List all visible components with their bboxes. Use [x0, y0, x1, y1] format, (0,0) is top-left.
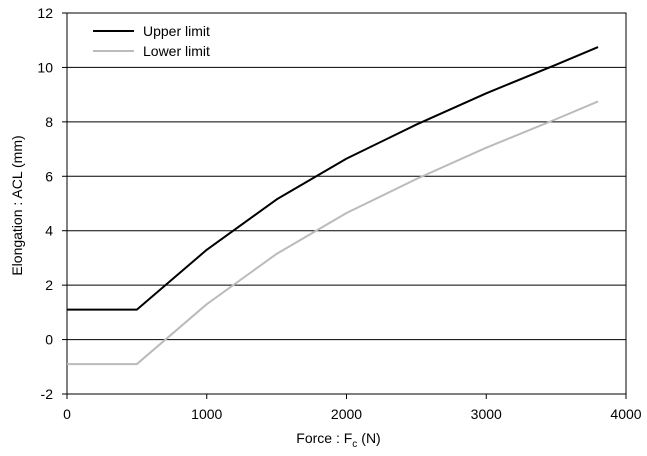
x-axis-label: Force : Fc (N) [296, 430, 380, 450]
gridlines [67, 66, 626, 341]
y-axis-label: Elongation : ACL (mm) [9, 135, 25, 275]
series-line-upper-limit [67, 46, 599, 311]
x-axis-label-main: Force : F [296, 430, 352, 446]
y-tick-label: 10 [37, 59, 53, 75]
x-tick-label: 0 [63, 406, 71, 422]
x-tick-label: 1000 [191, 406, 222, 422]
y-tick-label: 4 [45, 223, 53, 239]
x-tick-label: 4000 [610, 406, 641, 422]
series-line-lower-limit [67, 100, 599, 366]
y-tick-label: 2 [45, 277, 53, 293]
x-axis-label-subscript: c [352, 439, 357, 450]
x-axis-ticks: 0 1000 2000 3000 4000 [63, 394, 642, 422]
x-axis-label-unit: (N) [361, 430, 380, 446]
x-tick-label: 2000 [331, 406, 362, 422]
y-tick-label: 0 [45, 332, 53, 348]
legend: Upper limit Lower limit [93, 23, 210, 59]
y-axis-ticks: -2 0 2 4 6 8 10 12 [37, 5, 67, 402]
y-tick-label: -2 [41, 386, 54, 402]
legend-label-lower-limit: Lower limit [143, 43, 210, 59]
y-tick-label: 8 [45, 114, 53, 130]
y-tick-label: 6 [45, 168, 53, 184]
x-tick-label: 3000 [471, 406, 502, 422]
series-layer [67, 46, 599, 366]
y-tick-label: 12 [37, 5, 53, 21]
legend-label-upper-limit: Upper limit [143, 23, 210, 39]
